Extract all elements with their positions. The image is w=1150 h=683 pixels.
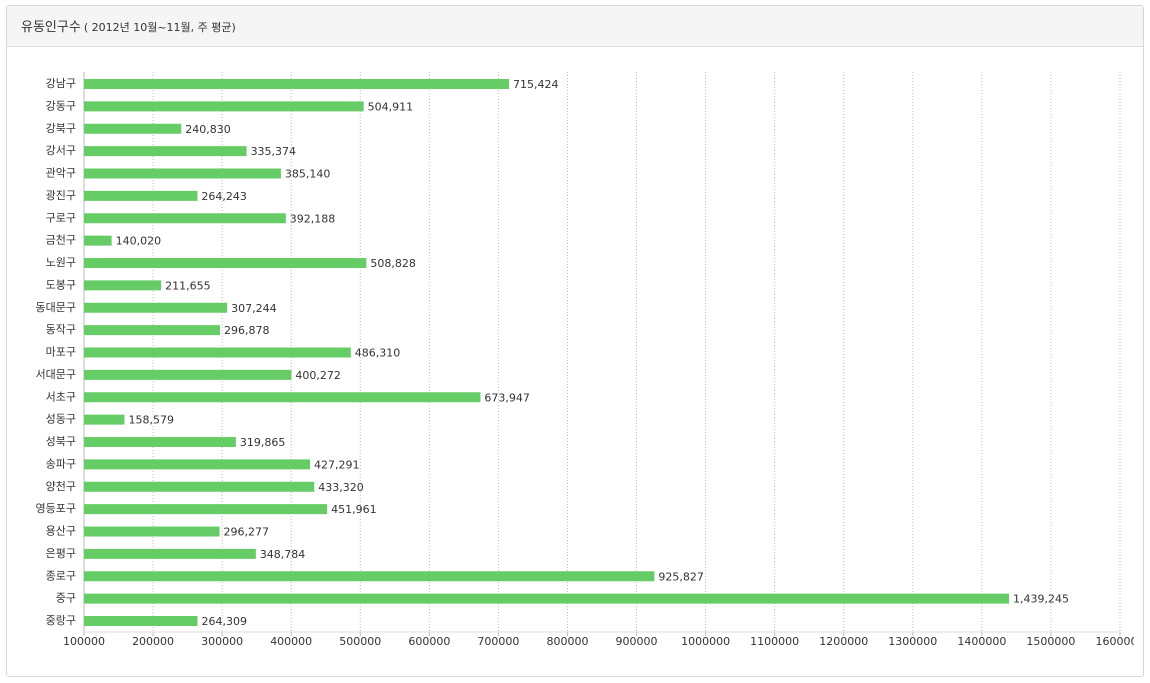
bar — [84, 369, 292, 380]
bar — [84, 302, 228, 313]
data-label: 385,140 — [285, 168, 331, 181]
data-label: 486,310 — [355, 347, 401, 360]
data-label: 264,309 — [201, 615, 247, 628]
data-label: 240,830 — [185, 123, 231, 136]
y-tick-label: 은평구 — [46, 547, 76, 560]
bar — [84, 481, 315, 492]
y-tick-label: 송파구 — [46, 457, 76, 470]
x-tick-label: 300000 — [201, 635, 243, 648]
x-tick-label: 900000 — [616, 635, 658, 648]
data-label: 400,272 — [295, 369, 341, 382]
bar — [84, 280, 162, 291]
data-label: 715,424 — [513, 78, 559, 91]
x-tick-label: 400000 — [270, 635, 312, 648]
x-tick-label: 100000 — [63, 635, 105, 648]
data-label: 211,655 — [165, 279, 211, 292]
data-label: 264,243 — [201, 190, 247, 203]
x-tick-label: 700000 — [477, 635, 519, 648]
chart-title: 유동인구수 — [21, 20, 81, 35]
data-label: 140,020 — [116, 235, 161, 248]
data-label: 1,439,245 — [1013, 593, 1069, 606]
bar — [84, 504, 328, 515]
data-label: 925,827 — [658, 570, 704, 583]
y-tick-label: 서대문구 — [36, 368, 76, 381]
y-tick-label: 성동구 — [46, 413, 76, 426]
data-label: 296,878 — [224, 324, 269, 337]
y-tick-label: 성북구 — [46, 435, 76, 448]
y-tick-label: 강동구 — [46, 99, 76, 112]
y-tick-label: 중랑구 — [46, 614, 76, 627]
x-tick-label: 600000 — [408, 635, 450, 648]
y-tick-label: 동대문구 — [36, 301, 76, 314]
bar — [84, 571, 655, 582]
y-tick-label: 관악구 — [46, 167, 76, 180]
data-label: 451,961 — [331, 503, 377, 516]
y-tick-label: 강남구 — [46, 77, 76, 90]
y-tick-label: 강서구 — [46, 144, 76, 157]
bar — [84, 392, 481, 403]
bar — [84, 347, 351, 358]
data-label: 296,277 — [224, 526, 270, 539]
data-label: 504,911 — [368, 100, 414, 113]
x-tick-label: 200000 — [132, 635, 174, 648]
x-tick-label: 1400000 — [957, 635, 1006, 648]
bar — [84, 459, 311, 470]
y-tick-label: 중구 — [56, 592, 76, 605]
chart-subtitle: ( 2012년 10월~11월, 주 평균) — [83, 21, 236, 34]
x-tick-label: 1300000 — [888, 635, 937, 648]
panel-header: 유동인구수( 2012년 10월~11월, 주 평균) — [7, 6, 1143, 47]
y-tick-label: 구로구 — [46, 211, 76, 224]
y-tick-label: 도봉구 — [46, 278, 76, 291]
bar — [84, 101, 364, 112]
data-label: 392,188 — [290, 212, 336, 225]
x-tick-label: 500000 — [339, 635, 381, 648]
data-label: 508,828 — [370, 257, 416, 270]
data-label: 348,784 — [260, 548, 306, 561]
x-tick-label: 1100000 — [750, 635, 799, 648]
y-tick-label: 서초구 — [46, 390, 76, 403]
bar — [84, 325, 220, 336]
bar — [84, 235, 112, 246]
data-label: 307,244 — [231, 302, 277, 315]
data-label: 319,865 — [240, 436, 286, 449]
bar — [84, 437, 236, 447]
y-tick-label: 동작구 — [46, 323, 76, 336]
y-tick-label: 광진구 — [46, 189, 76, 202]
bar — [84, 258, 367, 268]
x-tick-label: 1200000 — [819, 635, 868, 648]
data-label: 158,579 — [128, 414, 174, 427]
bar — [84, 168, 281, 179]
y-tick-label: 영등포구 — [36, 502, 76, 515]
panel: 유동인구수( 2012년 10월~11월, 주 평균) — [6, 5, 1144, 677]
y-tick-label: 노원구 — [46, 256, 76, 269]
data-label: 433,320 — [318, 481, 364, 494]
bar — [84, 414, 125, 425]
x-tick-label: 1600000 — [1096, 635, 1135, 648]
bar — [84, 548, 256, 559]
bar — [84, 190, 198, 201]
x-tick-label: 800000 — [546, 635, 588, 648]
bar — [84, 146, 247, 157]
y-tick-label: 양천구 — [46, 479, 76, 493]
y-tick-label: 용산구 — [46, 525, 76, 538]
y-tick-label: 마포구 — [46, 346, 76, 359]
bar — [84, 593, 1009, 604]
bar — [84, 123, 182, 134]
bar — [84, 616, 198, 626]
data-label: 673,947 — [484, 391, 530, 404]
data-label: 335,374 — [251, 145, 297, 158]
x-tick-label: 1000000 — [681, 635, 730, 648]
bar — [84, 79, 510, 89]
data-label: 427,291 — [314, 458, 360, 471]
y-tick-label: 금천구 — [46, 233, 76, 247]
y-tick-label: 강북구 — [46, 122, 76, 135]
y-tick-label: 종로구 — [46, 569, 76, 582]
bar — [84, 526, 220, 537]
x-tick-label: 1500000 — [1026, 635, 1075, 648]
bar — [84, 213, 286, 224]
